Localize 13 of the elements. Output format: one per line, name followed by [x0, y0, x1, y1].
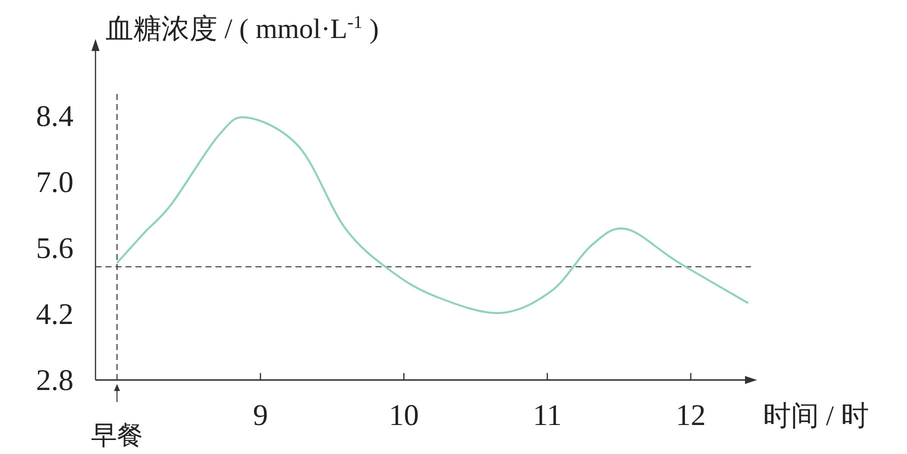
x-tick-label: 9 — [252, 399, 268, 432]
x-tick-label: 12 — [676, 399, 706, 432]
line-series — [116, 116, 750, 314]
y-tick-label: 7.0 — [36, 166, 74, 199]
x-tick-label: 11 — [532, 399, 562, 432]
y-tick-label: 4.2 — [36, 298, 74, 331]
x-tick-label: 10 — [388, 399, 419, 432]
x-axis-title: 时间 / 时 — [763, 401, 869, 432]
y-tick-label: 5.6 — [36, 232, 74, 265]
y-tick-label: 2.8 — [36, 364, 74, 397]
y-tick-label: 8.4 — [36, 100, 74, 133]
y-axis-title: 血糖浓度 / ( mmol·L$^{-1}$ ) — [106, 12, 379, 45]
ref-line-label: 早餐 — [91, 421, 144, 450]
